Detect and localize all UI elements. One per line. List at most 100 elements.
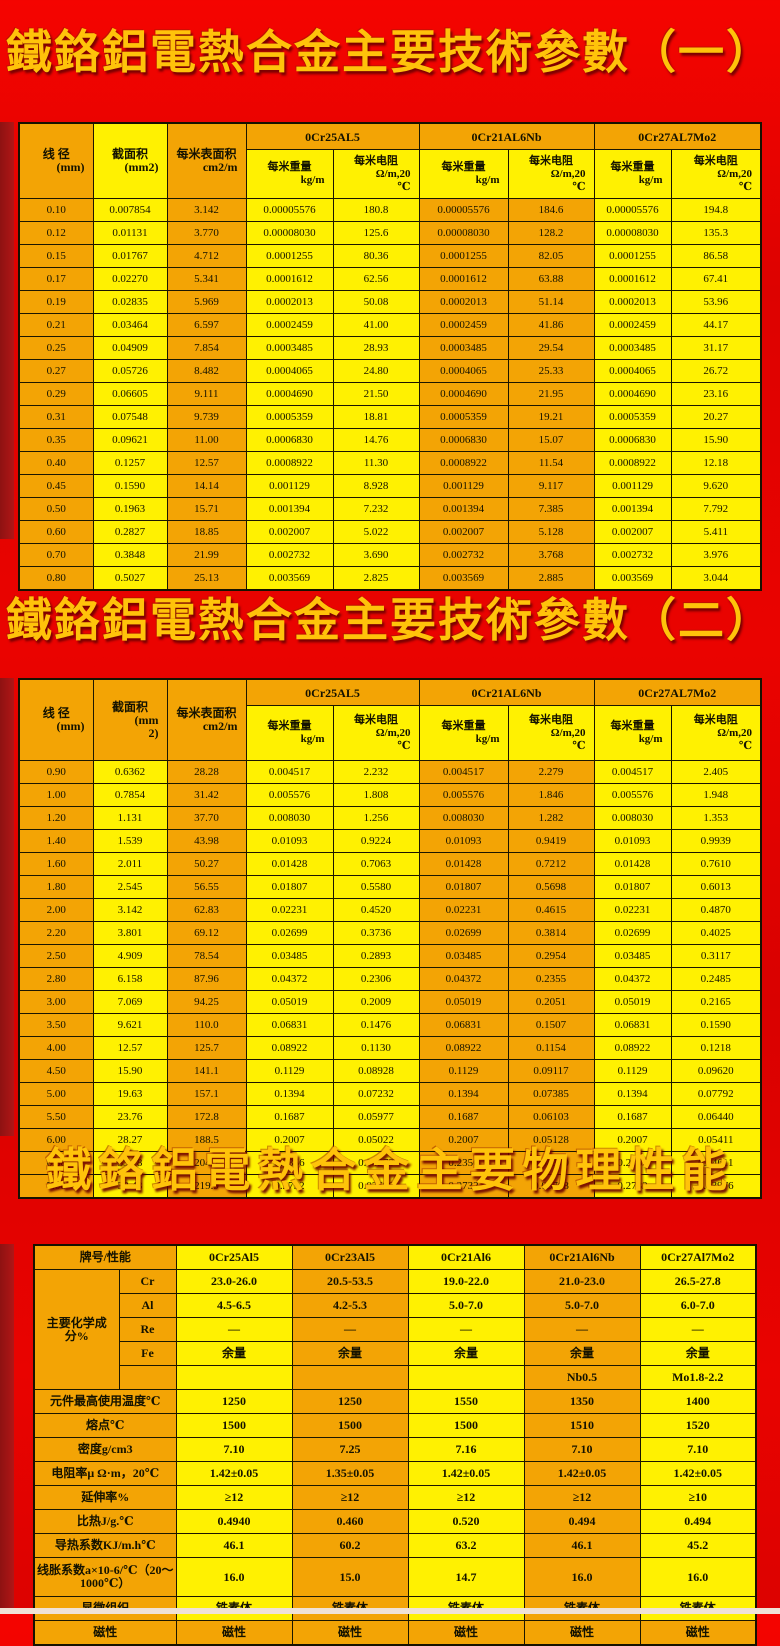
property-value-cell: 60.2: [291, 1533, 409, 1558]
chemistry-value-cell: 19.0-22.0: [407, 1269, 525, 1294]
header-resistance-per-meter: 每米电阻 Ω/m,20 ℃: [507, 149, 595, 199]
property-label: 线胀系数a×10-6/℃（20～1000℃）: [33, 1557, 177, 1597]
property-value-cell: 7.16: [407, 1437, 525, 1462]
table-row: 0.25 0.04909 7.854 0.0003485 28.93 0.0003485 2…: [18, 336, 762, 360]
table-cell: 63.88: [507, 267, 595, 291]
table-cell: 5.00: [18, 1082, 94, 1106]
property-value-cell: 7.25: [291, 1437, 409, 1462]
chemistry-value-cell: Nb0.5: [523, 1365, 641, 1390]
table-cell: 0.35: [18, 428, 94, 452]
property-value-cell: 1550: [407, 1389, 525, 1414]
table-row: 3.00 7.069 94.25 0.05019 0.2009 0.05019 0.2051…: [18, 990, 762, 1014]
scan-edge-shadow-1: [0, 122, 14, 539]
table-cell: 0.02699: [593, 921, 672, 945]
property-value-cell: 46.1: [523, 1533, 641, 1558]
table-cell: 0.1476: [332, 1013, 420, 1037]
header-unit: kg/m: [300, 733, 325, 745]
property-value-cell: 1.35±0.05: [291, 1461, 409, 1486]
header-resistance-per-meter: 每米电阻 Ω/m,20 ℃: [670, 705, 762, 761]
table-cell: 0.002732: [245, 543, 334, 567]
header-unit: Ω/m,20: [375, 726, 411, 739]
header-grade-property: 牌号/性能: [33, 1244, 177, 1270]
property-row: 元件最高使用温度℃ 1250 1250 1550 1350 1400: [33, 1389, 757, 1414]
table-cell: 21.50: [332, 382, 420, 406]
header-unit: Ω/m,20: [550, 167, 586, 180]
property-value-cell: 1.42±0.05: [523, 1461, 641, 1486]
table-cell: 0.06831: [593, 1013, 672, 1037]
property-value-cell: 1.42±0.05: [175, 1461, 293, 1486]
property-value-cell: 7.10: [523, 1437, 641, 1462]
table-cell: 7.232: [332, 497, 420, 521]
table-cell: 3.976: [670, 543, 762, 567]
property-value-cell: 1250: [291, 1389, 409, 1414]
table-cell: 25.13: [166, 566, 247, 591]
chemistry-value-cell: —: [291, 1317, 409, 1342]
property-value-cell: 1500: [291, 1413, 409, 1438]
table-cell: 4.909: [92, 944, 168, 968]
element-label: Al: [118, 1293, 177, 1318]
table-cell: 0.003569: [245, 566, 334, 591]
table-cell: 0.001129: [245, 474, 334, 498]
table-cell: 0.1963: [92, 497, 168, 521]
chemistry-value-cell: 20.5-53.5: [291, 1269, 409, 1294]
table-cell: 0.2732: [418, 1174, 509, 1199]
property-value-cell: 1500: [407, 1413, 525, 1438]
alloy-name-0cr25al5: 0Cr25AL5: [245, 122, 420, 150]
header-label: 每米电阻: [529, 713, 574, 726]
table-row: 4.50 15.90 141.1 0.1129 0.08928 0.1129 0.09117…: [18, 1059, 762, 1083]
property-value-cell: 46.1: [175, 1533, 293, 1558]
table-cell: 1.539: [92, 829, 168, 853]
table-cell: 0.03485: [593, 944, 672, 968]
header-label: 线 径: [42, 706, 70, 720]
table-cell: 0.04279: [332, 1151, 420, 1175]
property-value-cell: 1510: [523, 1413, 641, 1438]
alloy-header-row: 线 径 (mm) 截面积 (mm2) 每米表面积 cm2/m 0Cr25AL5 …: [18, 122, 762, 199]
table-cell: 5.022: [332, 520, 420, 544]
table-cell: 0.0005359: [245, 405, 334, 429]
chemistry-value-cell: 余量: [523, 1341, 641, 1366]
table-cell: 82.05: [507, 244, 595, 268]
table-cell: 5.341: [166, 267, 247, 291]
table-cell: 0.05019: [593, 990, 672, 1014]
property-value-cell: 1250: [175, 1389, 293, 1414]
table-row: 4.00 12.57 125.7 0.08922 0.1130 0.08922 0.1154…: [18, 1036, 762, 1060]
header-unit: ℃: [397, 739, 411, 752]
table-cell: 44.17: [670, 313, 762, 337]
property-label: 元件最高使用温度℃: [33, 1389, 177, 1414]
table-cell: 0.0005359: [593, 405, 672, 429]
table-cell: 0.0005359: [418, 405, 509, 429]
table-cell: 0.1154: [507, 1036, 595, 1060]
table-cell: 0.0004690: [593, 382, 672, 406]
table-cell: 0.2954: [507, 944, 595, 968]
table-cell: 78.54: [166, 944, 247, 968]
table-cell: 0.0006830: [245, 428, 334, 452]
table-cell: 0.09621: [92, 428, 168, 452]
table-cell: 1.131: [92, 806, 168, 830]
scan-edge-shadow-2: [0, 678, 14, 1136]
table-cell: 28.28: [166, 760, 247, 784]
chemistry-value-cell: 余量: [407, 1341, 525, 1366]
table-cell: 0.005576: [593, 783, 672, 807]
table-cell: 0.001129: [418, 474, 509, 498]
table-cell: 0.7610: [670, 852, 762, 876]
property-row: 密度g/cm3 7.10 7.25 7.16 7.10 7.10: [33, 1437, 757, 1462]
table-cell: 0.001394: [593, 497, 672, 521]
table-cell: 4.50: [18, 1059, 94, 1083]
table-cell: 0.1130: [332, 1036, 420, 1060]
header-label: 每米电阻: [354, 154, 398, 167]
header-label: 每米重量: [610, 720, 655, 732]
table-cell: 0.2732: [245, 1174, 334, 1199]
table-cell: 0.27: [18, 359, 94, 383]
table-cell: 0.02231: [593, 898, 672, 922]
table-cell: 41.00: [332, 313, 420, 337]
header-label: 截面积: [111, 699, 148, 714]
table-cell: 8.928: [332, 474, 420, 498]
table-cell: 0.0001612: [593, 267, 672, 291]
table-cell: 7.069: [92, 990, 168, 1014]
table-row: 0.90 0.6362 28.28 0.004517 2.232 0.004517 2.27…: [18, 760, 762, 784]
table-cell: 1.60: [18, 852, 94, 876]
property-value-cell: 45.2: [639, 1533, 757, 1558]
header-unit: (mm): [56, 719, 85, 733]
table-cell: 0.17: [18, 267, 94, 291]
element-label: Cr: [118, 1269, 177, 1294]
